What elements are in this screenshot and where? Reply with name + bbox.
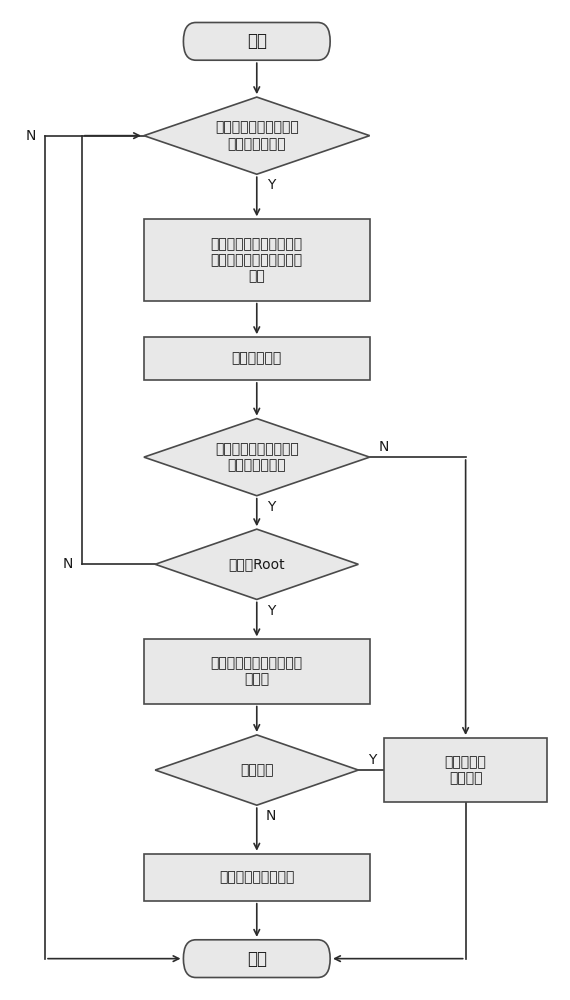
FancyBboxPatch shape: [184, 22, 330, 60]
Text: 收到验证回复: 收到验证回复: [231, 352, 282, 366]
Text: N: N: [378, 440, 389, 454]
Text: 是否为Root: 是否为Root: [229, 557, 285, 571]
Text: 收集自身行为信息进行自
我评估: 收集自身行为信息进行自 我评估: [211, 656, 303, 687]
Text: N: N: [26, 129, 36, 143]
Text: 发送探测包，请求目标交
换机发送可信证书及相关
信息: 发送探测包，请求目标交 换机发送可信证书及相关 信息: [211, 237, 303, 283]
Text: 判断发送者与当前交换
机是否直接相连: 判断发送者与当前交换 机是否直接相连: [215, 121, 299, 151]
Polygon shape: [155, 529, 359, 599]
Text: 评估通过: 评估通过: [240, 763, 274, 777]
Polygon shape: [144, 419, 370, 496]
Text: Y: Y: [267, 178, 275, 192]
Polygon shape: [155, 735, 359, 805]
FancyBboxPatch shape: [144, 337, 370, 380]
FancyBboxPatch shape: [184, 940, 330, 978]
Text: 发出根接管
攻击警告: 发出根接管 攻击警告: [445, 755, 487, 785]
Text: 更新当前存储的根桥: 更新当前存储的根桥: [219, 870, 295, 884]
Text: N: N: [266, 809, 276, 823]
FancyBboxPatch shape: [384, 738, 547, 802]
Text: Y: Y: [368, 753, 377, 767]
FancyBboxPatch shape: [144, 854, 370, 901]
Text: 开始: 开始: [247, 32, 267, 50]
Text: N: N: [63, 557, 73, 571]
FancyBboxPatch shape: [144, 639, 370, 704]
Text: 判断证书及被探测端度
数是否满足要求: 判断证书及被探测端度 数是否满足要求: [215, 442, 299, 472]
FancyBboxPatch shape: [144, 219, 370, 301]
Text: 返回: 返回: [247, 950, 267, 968]
Text: Y: Y: [267, 604, 275, 618]
Text: Y: Y: [267, 500, 275, 514]
Polygon shape: [144, 97, 370, 174]
